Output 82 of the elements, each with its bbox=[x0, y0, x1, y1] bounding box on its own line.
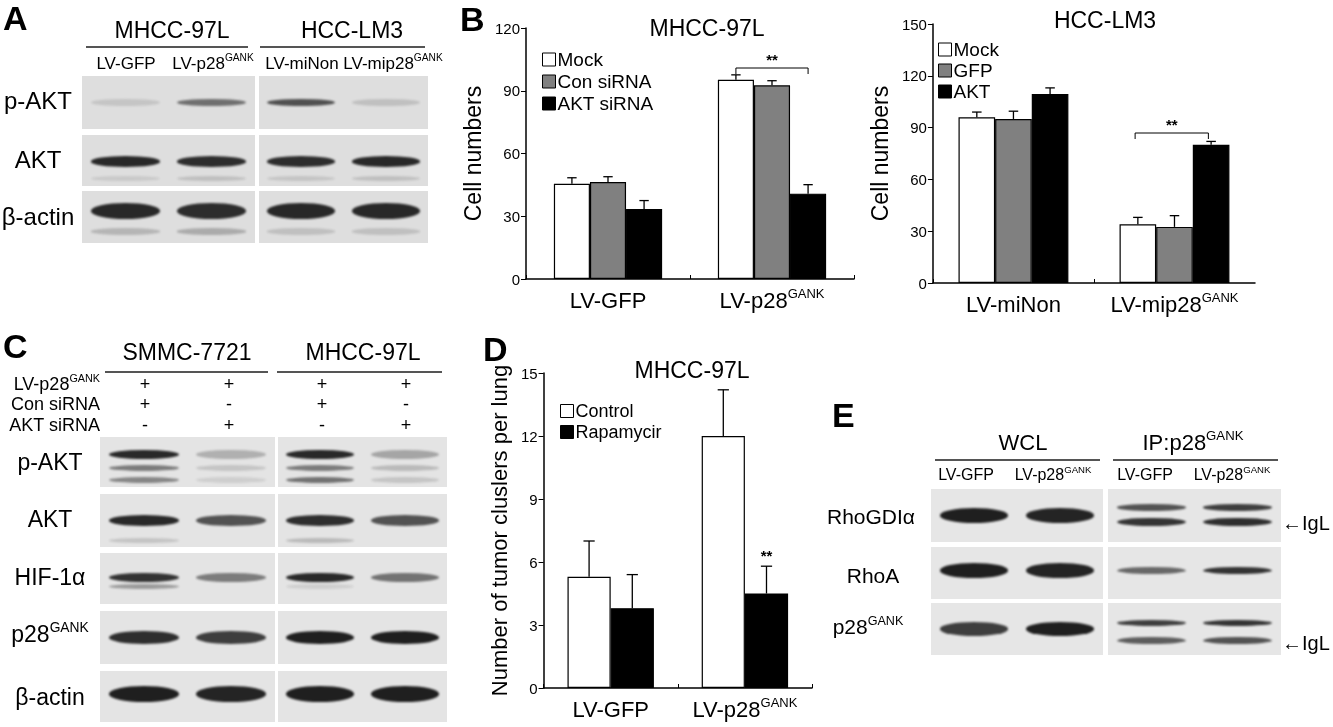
y-tick-label: 60 bbox=[910, 170, 927, 188]
legend-label: Control bbox=[575, 401, 634, 421]
y-tick-label: 120 bbox=[494, 19, 520, 37]
text: + bbox=[139, 394, 151, 415]
x-tick-label: LV-GFP bbox=[569, 287, 647, 313]
text: + bbox=[139, 374, 151, 395]
text: AKT siRNA bbox=[9, 415, 100, 436]
text: HCC-LM3 bbox=[300, 17, 404, 44]
text: WCL bbox=[998, 429, 1048, 456]
text: + bbox=[400, 374, 412, 395]
text: β-actin bbox=[15, 684, 85, 711]
y-tick-label: 120 bbox=[901, 67, 927, 85]
y-tick-label: 15 bbox=[520, 364, 538, 382]
text: E bbox=[832, 396, 855, 435]
y-tick-label: 60 bbox=[503, 145, 520, 162]
text: + bbox=[316, 374, 328, 395]
text: LV-miNon bbox=[265, 53, 339, 74]
text: + bbox=[223, 415, 235, 436]
legend-label: AKT siRNA bbox=[557, 93, 654, 114]
text: LV-p28$^{GANK}$ bbox=[13, 372, 100, 395]
text: p-AKT bbox=[3, 86, 73, 115]
text: LV-mip28$^{GANK}$ bbox=[343, 52, 443, 74]
text: + bbox=[400, 415, 412, 436]
text: - bbox=[142, 415, 148, 436]
text: SMMC-7721 bbox=[122, 339, 252, 366]
text: AKT bbox=[27, 506, 73, 533]
annotation: ** bbox=[1165, 115, 1178, 133]
text: β-actin bbox=[1, 202, 75, 231]
text: MHCC-97L bbox=[305, 339, 421, 366]
text: LV-GFP bbox=[938, 466, 994, 484]
text: - bbox=[403, 394, 409, 415]
text: MHCC-97L bbox=[114, 17, 230, 44]
y-tick-label: 0 bbox=[529, 679, 538, 697]
text: LV-p28$^{GANK}$ bbox=[172, 52, 254, 74]
y-tick-label: 150 bbox=[901, 15, 927, 33]
legend-label: AKT bbox=[953, 81, 991, 102]
text: p28$^{GANK}$ bbox=[832, 614, 904, 639]
text: ←IgL bbox=[1282, 632, 1330, 654]
text: LV-p28$^{GANK}$ bbox=[1193, 464, 1271, 484]
y-tick-label: 12 bbox=[520, 427, 538, 445]
chart-title: MHCC-97L bbox=[634, 357, 750, 383]
text: IP:p28$^{GANK}$ bbox=[1142, 428, 1244, 456]
y-axis-title: Cell numbers bbox=[459, 85, 486, 222]
text: Con siRNA bbox=[10, 394, 100, 415]
text: - bbox=[226, 394, 232, 415]
chart-title: MHCC-97L bbox=[649, 15, 765, 41]
legend-label: Rapamycir bbox=[575, 422, 662, 442]
chart-title: HCC-LM3 bbox=[1053, 7, 1157, 33]
legend-label: Mock bbox=[953, 39, 1000, 60]
text: + bbox=[316, 394, 328, 415]
text: HIF-1α bbox=[14, 564, 86, 591]
text: B bbox=[460, 0, 485, 38]
text: p28$^{GANK}$ bbox=[11, 620, 89, 648]
text: LV-p28$^{GANK}$ bbox=[1014, 464, 1092, 484]
y-tick-label: 30 bbox=[503, 207, 520, 225]
x-tick-label: LV-miNon bbox=[965, 291, 1061, 317]
data-label: ** bbox=[760, 547, 773, 565]
y-axis-title: Cell numbers bbox=[866, 85, 893, 222]
text: LV-GFP bbox=[96, 53, 156, 74]
text: C bbox=[3, 327, 28, 366]
y-axis-title: Number of tumor cluslers per lung bbox=[486, 364, 512, 697]
annotation: ** bbox=[766, 50, 778, 68]
y-tick-label: 90 bbox=[910, 119, 927, 137]
text: AKT bbox=[14, 145, 62, 174]
text: - bbox=[319, 415, 325, 436]
text: p-AKT bbox=[17, 449, 83, 476]
legend-label: Mock bbox=[557, 49, 604, 70]
y-tick-label: 0 bbox=[511, 270, 520, 288]
text: RhoA bbox=[846, 564, 900, 588]
text: A bbox=[3, 0, 28, 38]
text: + bbox=[223, 374, 235, 395]
y-tick-label: 30 bbox=[910, 222, 927, 240]
legend-label: Con siRNA bbox=[557, 71, 652, 92]
y-tick-label: 90 bbox=[503, 82, 520, 100]
y-tick-label: 3 bbox=[529, 616, 538, 634]
y-tick-label: 6 bbox=[529, 553, 538, 571]
text: ←IgL bbox=[1282, 512, 1330, 534]
y-tick-label: 9 bbox=[529, 490, 538, 508]
text: LV-GFP bbox=[1117, 466, 1173, 484]
y-tick-label: 0 bbox=[918, 274, 927, 292]
legend-label: GFP bbox=[953, 60, 993, 81]
text: RhoGDIα bbox=[827, 505, 915, 529]
